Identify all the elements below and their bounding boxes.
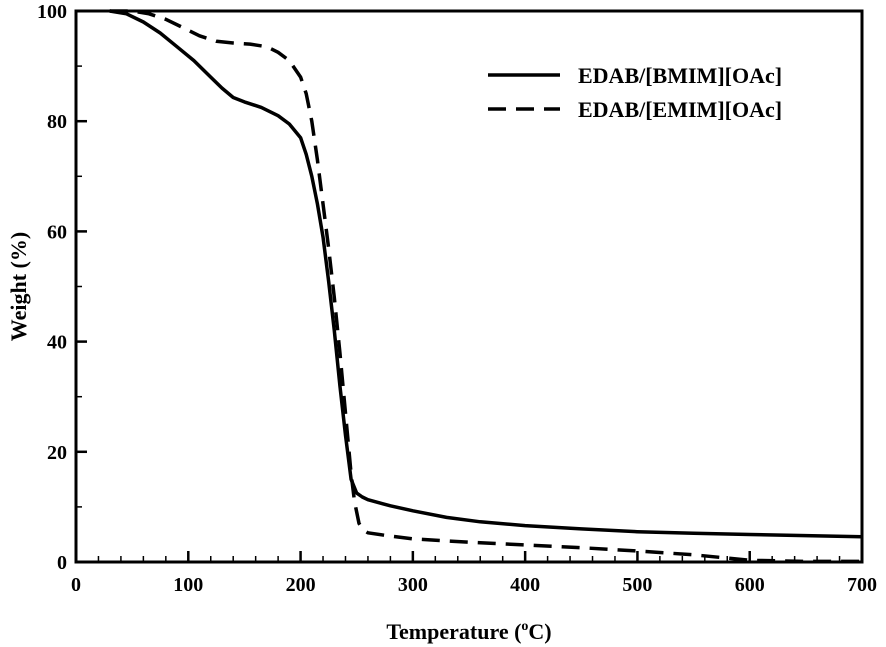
x-tick-label: 500 [622, 574, 652, 596]
plot-area: 0 100 200 300 400 500 600 700 0 20 40 60 80 100 Temper… [6, 1, 877, 644]
y-tick-label: 100 [37, 1, 67, 23]
x-tick-label: 200 [286, 574, 316, 596]
x-tick-label: 600 [735, 574, 765, 596]
x-tick-label: 100 [173, 574, 203, 596]
legend-label-2: EDAB/[EMIM][OAc] [578, 97, 782, 122]
x-axis-label-unit: C) [528, 619, 551, 644]
legend: EDAB/[BMIM][OAc] EDAB/[EMIM][OAc] [488, 63, 782, 122]
y-tick-label: 60 [47, 221, 67, 243]
plot-frame [74, 9, 864, 564]
x-tick-label: 0 [71, 574, 81, 596]
x-tick-label: 700 [847, 574, 877, 596]
y-tick-label: 0 [57, 552, 67, 574]
x-axis-label-main: Temperature ( [386, 619, 521, 644]
y-tick-label: 40 [47, 332, 67, 354]
x-axis-label: Temperature (oC) [386, 619, 551, 644]
y-tick-label: 80 [47, 111, 67, 133]
y-axis-label: Weight (%) [6, 232, 31, 341]
x-tick-label: 300 [398, 574, 428, 596]
series-line-2 [109, 9, 862, 564]
x-tick-label: 400 [510, 574, 540, 596]
series-line-1 [109, 9, 863, 539]
y-tick-label: 20 [47, 442, 67, 464]
x-axis-label-superscript: o [521, 619, 528, 634]
legend-label-1: EDAB/[BMIM][OAc] [578, 63, 782, 88]
